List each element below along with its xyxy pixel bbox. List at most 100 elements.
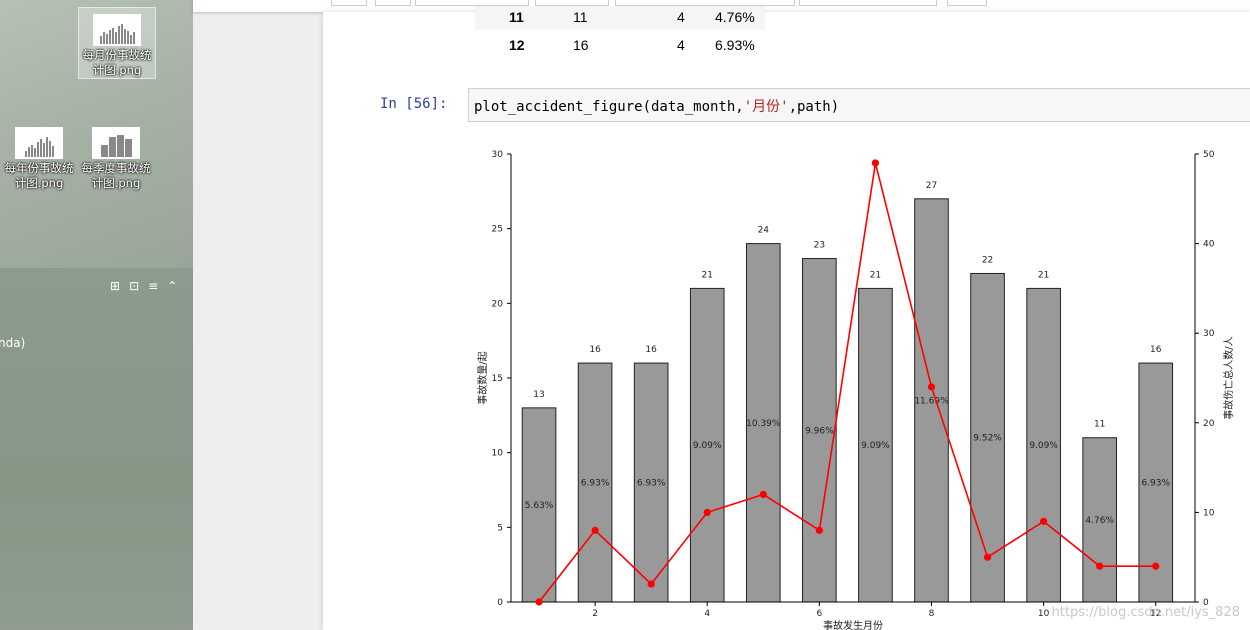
- y2-tick-label: 50: [1203, 150, 1215, 160]
- lock-icon[interactable]: ⊡: [129, 279, 140, 293]
- chevron-up-icon[interactable]: ⌃: [167, 279, 178, 293]
- bar-percent-label: 4.76%: [1085, 516, 1114, 526]
- desktop-icon-quarterly-chart[interactable]: 每季度事故统计图.png: [78, 121, 154, 191]
- watermark: https://blog.csdn.net/iys_828: [1051, 605, 1240, 620]
- notebook-page: 11 11 4 4.76% 12 16 4 6.93% In [56]: plo…: [323, 6, 1250, 630]
- bar: [1026, 287, 1061, 603]
- x-tick-label: 10: [1038, 609, 1050, 619]
- bar-value-label: 23: [814, 241, 825, 251]
- y-tick-label: 15: [492, 374, 503, 384]
- desktop-icon-yearly-chart[interactable]: 每年份事故统计图.png: [1, 121, 77, 191]
- bar: [970, 272, 1005, 603]
- cell-count: 16: [573, 37, 589, 53]
- y-axis-title: 事故数量/起: [477, 351, 489, 404]
- casualty-point: [535, 598, 543, 606]
- x-tick-label: 8: [929, 609, 935, 619]
- x-tick-label: 2: [592, 609, 598, 619]
- image-thumbnail-icon: [15, 127, 63, 159]
- casualty-point: [815, 526, 823, 534]
- bar-percent-label: 10.39%: [746, 419, 781, 429]
- y2-axis-title: 事故伤亡总人数/人: [1222, 336, 1235, 419]
- bar: [914, 198, 949, 603]
- bar: [802, 258, 837, 603]
- casualty-line: [538, 162, 1156, 603]
- table-row: 12 16 4 6.93%: [475, 34, 765, 58]
- accident-chart: 135.63%166.93%166.93%219.09%2410.39%239.…: [477, 150, 1235, 630]
- cell-type-select[interactable]: [799, 0, 937, 6]
- bar: [521, 407, 557, 603]
- y2-tick-label: 30: [1203, 329, 1215, 339]
- casualty-point: [983, 553, 992, 561]
- x-tick-label: 4: [704, 609, 710, 619]
- toolbar-button[interactable]: [331, 0, 367, 6]
- casualty-point: [591, 526, 599, 534]
- bar: [689, 287, 725, 603]
- image-thumbnail-icon: [92, 127, 140, 159]
- desktop-icon-label: 每月份事故统计图.png: [82, 48, 152, 77]
- row-index: 11: [509, 9, 524, 25]
- y-tick-label: 10: [492, 449, 504, 459]
- bar-percent-label: 9.96%: [805, 426, 834, 436]
- menu-icon[interactable]: ≡: [148, 279, 159, 293]
- bar-percent-label: 5.63%: [525, 501, 554, 511]
- bar-value-label: 21: [870, 270, 881, 280]
- cell-deaths: 4: [677, 9, 685, 25]
- bar-value-label: 11: [1094, 420, 1105, 430]
- bar-percent-label: 9.09%: [1029, 441, 1058, 451]
- desktop-wallpaper-bottom: [0, 268, 193, 630]
- bar-percent-label: 9.09%: [861, 441, 890, 451]
- x-axis-title: 事故发生月份: [823, 619, 883, 630]
- toolbar-button[interactable]: [415, 0, 529, 6]
- x-tick-label: 6: [816, 609, 822, 619]
- desktop-icon-label: 每年份事故统计图.png: [4, 161, 74, 190]
- desktop-toolbar: ⊞ ⊡ ≡ ⌃: [110, 279, 177, 293]
- y-tick-label: 25: [492, 225, 503, 235]
- y-tick-label: 0: [497, 598, 503, 608]
- bar-percent-label: 9.09%: [693, 441, 722, 451]
- bar-value-label: 21: [702, 270, 713, 280]
- code-args: ,path): [788, 99, 840, 115]
- bar-percent-label: 6.93%: [637, 479, 666, 489]
- bar-value-label: 27: [926, 181, 937, 191]
- bar: [633, 362, 669, 603]
- y-tick-label: 30: [492, 150, 504, 160]
- desktop-background: 每月份事故统计图.png 每年份事故统计图.png 每季度事故统计图.png ⊞…: [0, 0, 193, 630]
- desktop-icon-label: 每季度事故统计图.png: [81, 161, 151, 190]
- y2-tick-label: 20: [1203, 419, 1215, 429]
- cell-percent: 6.93%: [715, 37, 755, 53]
- toolbar-button[interactable]: [615, 0, 795, 6]
- y2-tick-label: 0: [1203, 598, 1209, 608]
- y-tick-label: 20: [492, 299, 504, 309]
- code-cell-input[interactable]: plot_accident_figure(data_month,'月份',pat…: [468, 88, 1250, 122]
- bar-value-label: 13: [533, 390, 544, 400]
- toolbar-button[interactable]: [375, 0, 411, 6]
- grid-icon[interactable]: ⊞: [110, 279, 121, 293]
- table-row: 11 11 4 4.76%: [475, 6, 765, 30]
- casualty-point: [1152, 562, 1160, 570]
- y-tick-label: 5: [497, 523, 503, 533]
- code-string: '月份': [743, 99, 789, 115]
- bar: [577, 362, 613, 603]
- casualty-point: [703, 508, 711, 516]
- y2-tick-label: 10: [1203, 508, 1215, 518]
- bar-percent-label: 11.69%: [914, 396, 949, 406]
- bar-value-label: 24: [758, 226, 770, 236]
- toolbar-button[interactable]: [947, 0, 987, 6]
- row-index: 12: [509, 37, 525, 53]
- bar-percent-label: 6.93%: [581, 479, 610, 489]
- bar-value-label: 22: [982, 255, 993, 265]
- casualty-point: [1096, 562, 1104, 570]
- bar: [745, 243, 781, 603]
- bar: [858, 287, 893, 603]
- bar-value-label: 16: [589, 345, 601, 355]
- casualty-point: [871, 159, 880, 167]
- toolbar-button[interactable]: [535, 0, 609, 6]
- code-text: plot_accident_figure(data_month,'月份',pat…: [474, 96, 839, 116]
- jupyter-notebook: 11 11 4 4.76% 12 16 4 6.93% In [56]: plo…: [193, 0, 1250, 630]
- bar-value-label: 21: [1038, 270, 1049, 280]
- cell-count: 11: [573, 9, 588, 25]
- bar-percent-label: 9.52%: [973, 434, 1002, 444]
- desktop-icon-monthly-chart[interactable]: 每月份事故统计图.png: [78, 7, 156, 79]
- casualty-point: [1040, 517, 1048, 525]
- casualty-point: [647, 580, 655, 588]
